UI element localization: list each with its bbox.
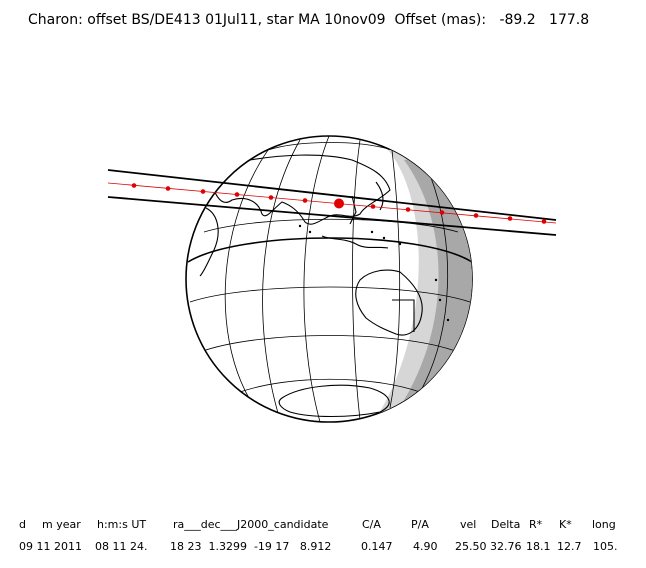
col-header: C/A	[362, 518, 381, 531]
track-points	[131, 183, 547, 224]
track-point	[268, 195, 274, 200]
track-point	[302, 198, 308, 203]
col-header: d	[19, 518, 26, 531]
col-header: R*	[529, 518, 543, 531]
track-point-central	[334, 198, 344, 209]
plot-title: Charon: offset BS/DE413 01Jul11, star MA…	[28, 12, 590, 28]
cell-kstar: 12.7	[557, 540, 582, 553]
col-header: h:m:s UT	[97, 518, 147, 531]
shadow-north-limit	[107, 169, 557, 221]
table-header-row: d m year h:m:s UT ra___dec___J2000_candi…	[0, 518, 646, 538]
cell-vel: 25.50	[455, 540, 487, 553]
col-header: K*	[559, 518, 572, 531]
island-dots	[298, 224, 450, 322]
track-point	[234, 192, 240, 197]
col-header: ra___dec___J2000_candidate	[173, 518, 329, 531]
cell-rstar: 18.1	[526, 540, 551, 553]
track-point	[439, 210, 445, 215]
col-header: P/A	[411, 518, 429, 531]
shadow-south-limit	[107, 196, 557, 236]
cell-long: 105.	[593, 540, 618, 553]
track-point	[507, 216, 513, 221]
track-point	[131, 183, 137, 188]
col-header: vel	[460, 518, 477, 531]
cell-date: 09 11 2011	[19, 540, 82, 553]
cell-pa: 4.90	[413, 540, 438, 553]
track-point	[200, 189, 206, 194]
cell-ca: 0.147	[361, 540, 393, 553]
col-header: Delta	[491, 518, 521, 531]
meridian-lines	[224, 136, 449, 422]
track-point	[370, 204, 376, 209]
track-point	[405, 207, 411, 212]
track-point	[541, 219, 547, 224]
continent-outlines	[199, 154, 423, 418]
centerline-track	[107, 182, 557, 224]
cell-delta: 32.76	[490, 540, 522, 553]
cell-radec: 18 23 1.3299 -19 17 8.912	[170, 540, 332, 553]
cell-time: 08 11 24.	[95, 540, 148, 553]
table-value-row: 09 11 2011 08 11 24. 18 23 1.3299 -19 17…	[0, 540, 646, 560]
col-header: m year	[42, 518, 81, 531]
track-point	[165, 186, 171, 191]
track-point	[473, 213, 479, 218]
col-header: long	[592, 518, 616, 531]
latitude-lines	[189, 142, 471, 393]
